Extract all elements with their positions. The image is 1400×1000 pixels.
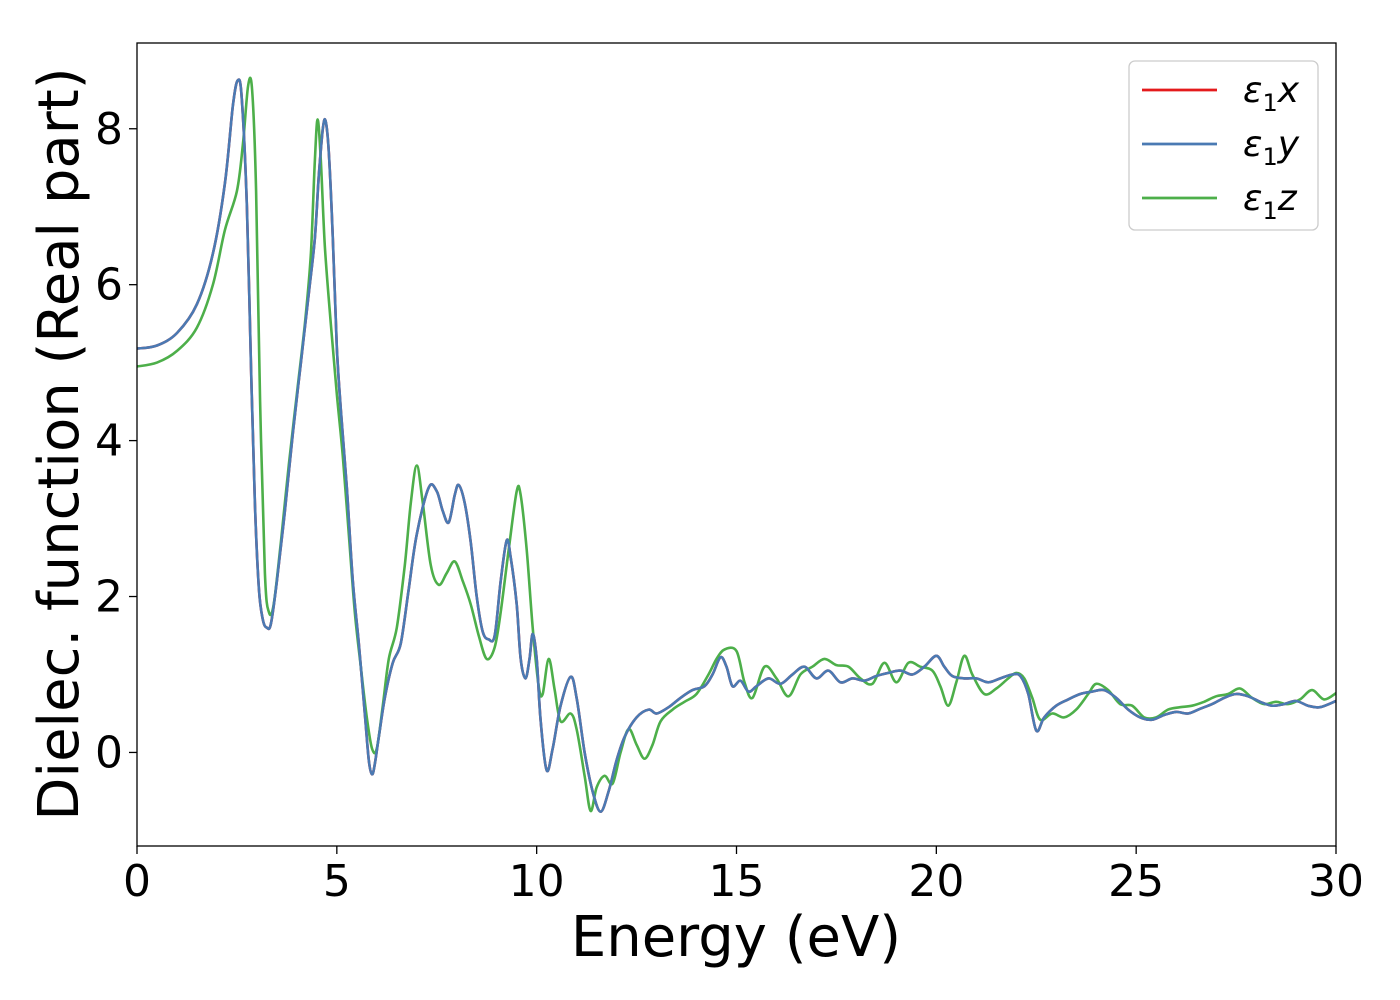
legend-symbol: ε xyxy=(1243,70,1262,111)
y-tick-label: 0 xyxy=(95,727,123,778)
legend-variable: y xyxy=(1277,124,1300,165)
legend-entry: ε1z xyxy=(1142,178,1298,225)
series-layer xyxy=(137,76,1336,813)
legend-subscript: 1 xyxy=(1262,197,1277,225)
series-line-y xyxy=(137,78,1336,813)
y-tick-label: 2 xyxy=(95,572,123,623)
x-tick-label: 25 xyxy=(1108,856,1164,907)
legend-symbol: ε xyxy=(1243,178,1262,219)
series-line-z xyxy=(137,76,1336,813)
legend-subscript: 1 xyxy=(1262,143,1277,171)
y-axis-title: Dielec. function (Real part) xyxy=(27,67,92,820)
legend-label: ε1z xyxy=(1243,178,1298,225)
y-tick-label: 8 xyxy=(95,104,123,155)
y-tick-label: 4 xyxy=(95,416,123,467)
y-tick-label: 6 xyxy=(95,260,123,311)
legend-subscript: 1 xyxy=(1262,89,1277,117)
legend-entry: ε1x xyxy=(1142,70,1300,117)
legend-label: ε1y xyxy=(1243,124,1300,171)
legend-variable: x xyxy=(1277,70,1300,111)
legend-entry: ε1y xyxy=(1142,124,1300,171)
legend-label: ε1x xyxy=(1243,70,1300,117)
x-tick-label: 10 xyxy=(509,856,565,907)
x-tick-label: 0 xyxy=(123,856,151,907)
x-tick-label: 20 xyxy=(908,856,964,907)
x-tick-label: 15 xyxy=(709,856,765,907)
legend-box xyxy=(1128,60,1319,231)
legend-variable: z xyxy=(1277,178,1298,219)
legend-symbol: ε xyxy=(1243,124,1262,165)
y-axis: 0 2 4 6 8 xyxy=(95,104,137,778)
x-tick-label: 30 xyxy=(1308,856,1364,907)
x-tick-label: 5 xyxy=(323,856,351,907)
x-axis: 0 5 10 15 20 25 30 xyxy=(123,846,1364,907)
x-axis-title: Energy (eV) xyxy=(571,905,901,970)
